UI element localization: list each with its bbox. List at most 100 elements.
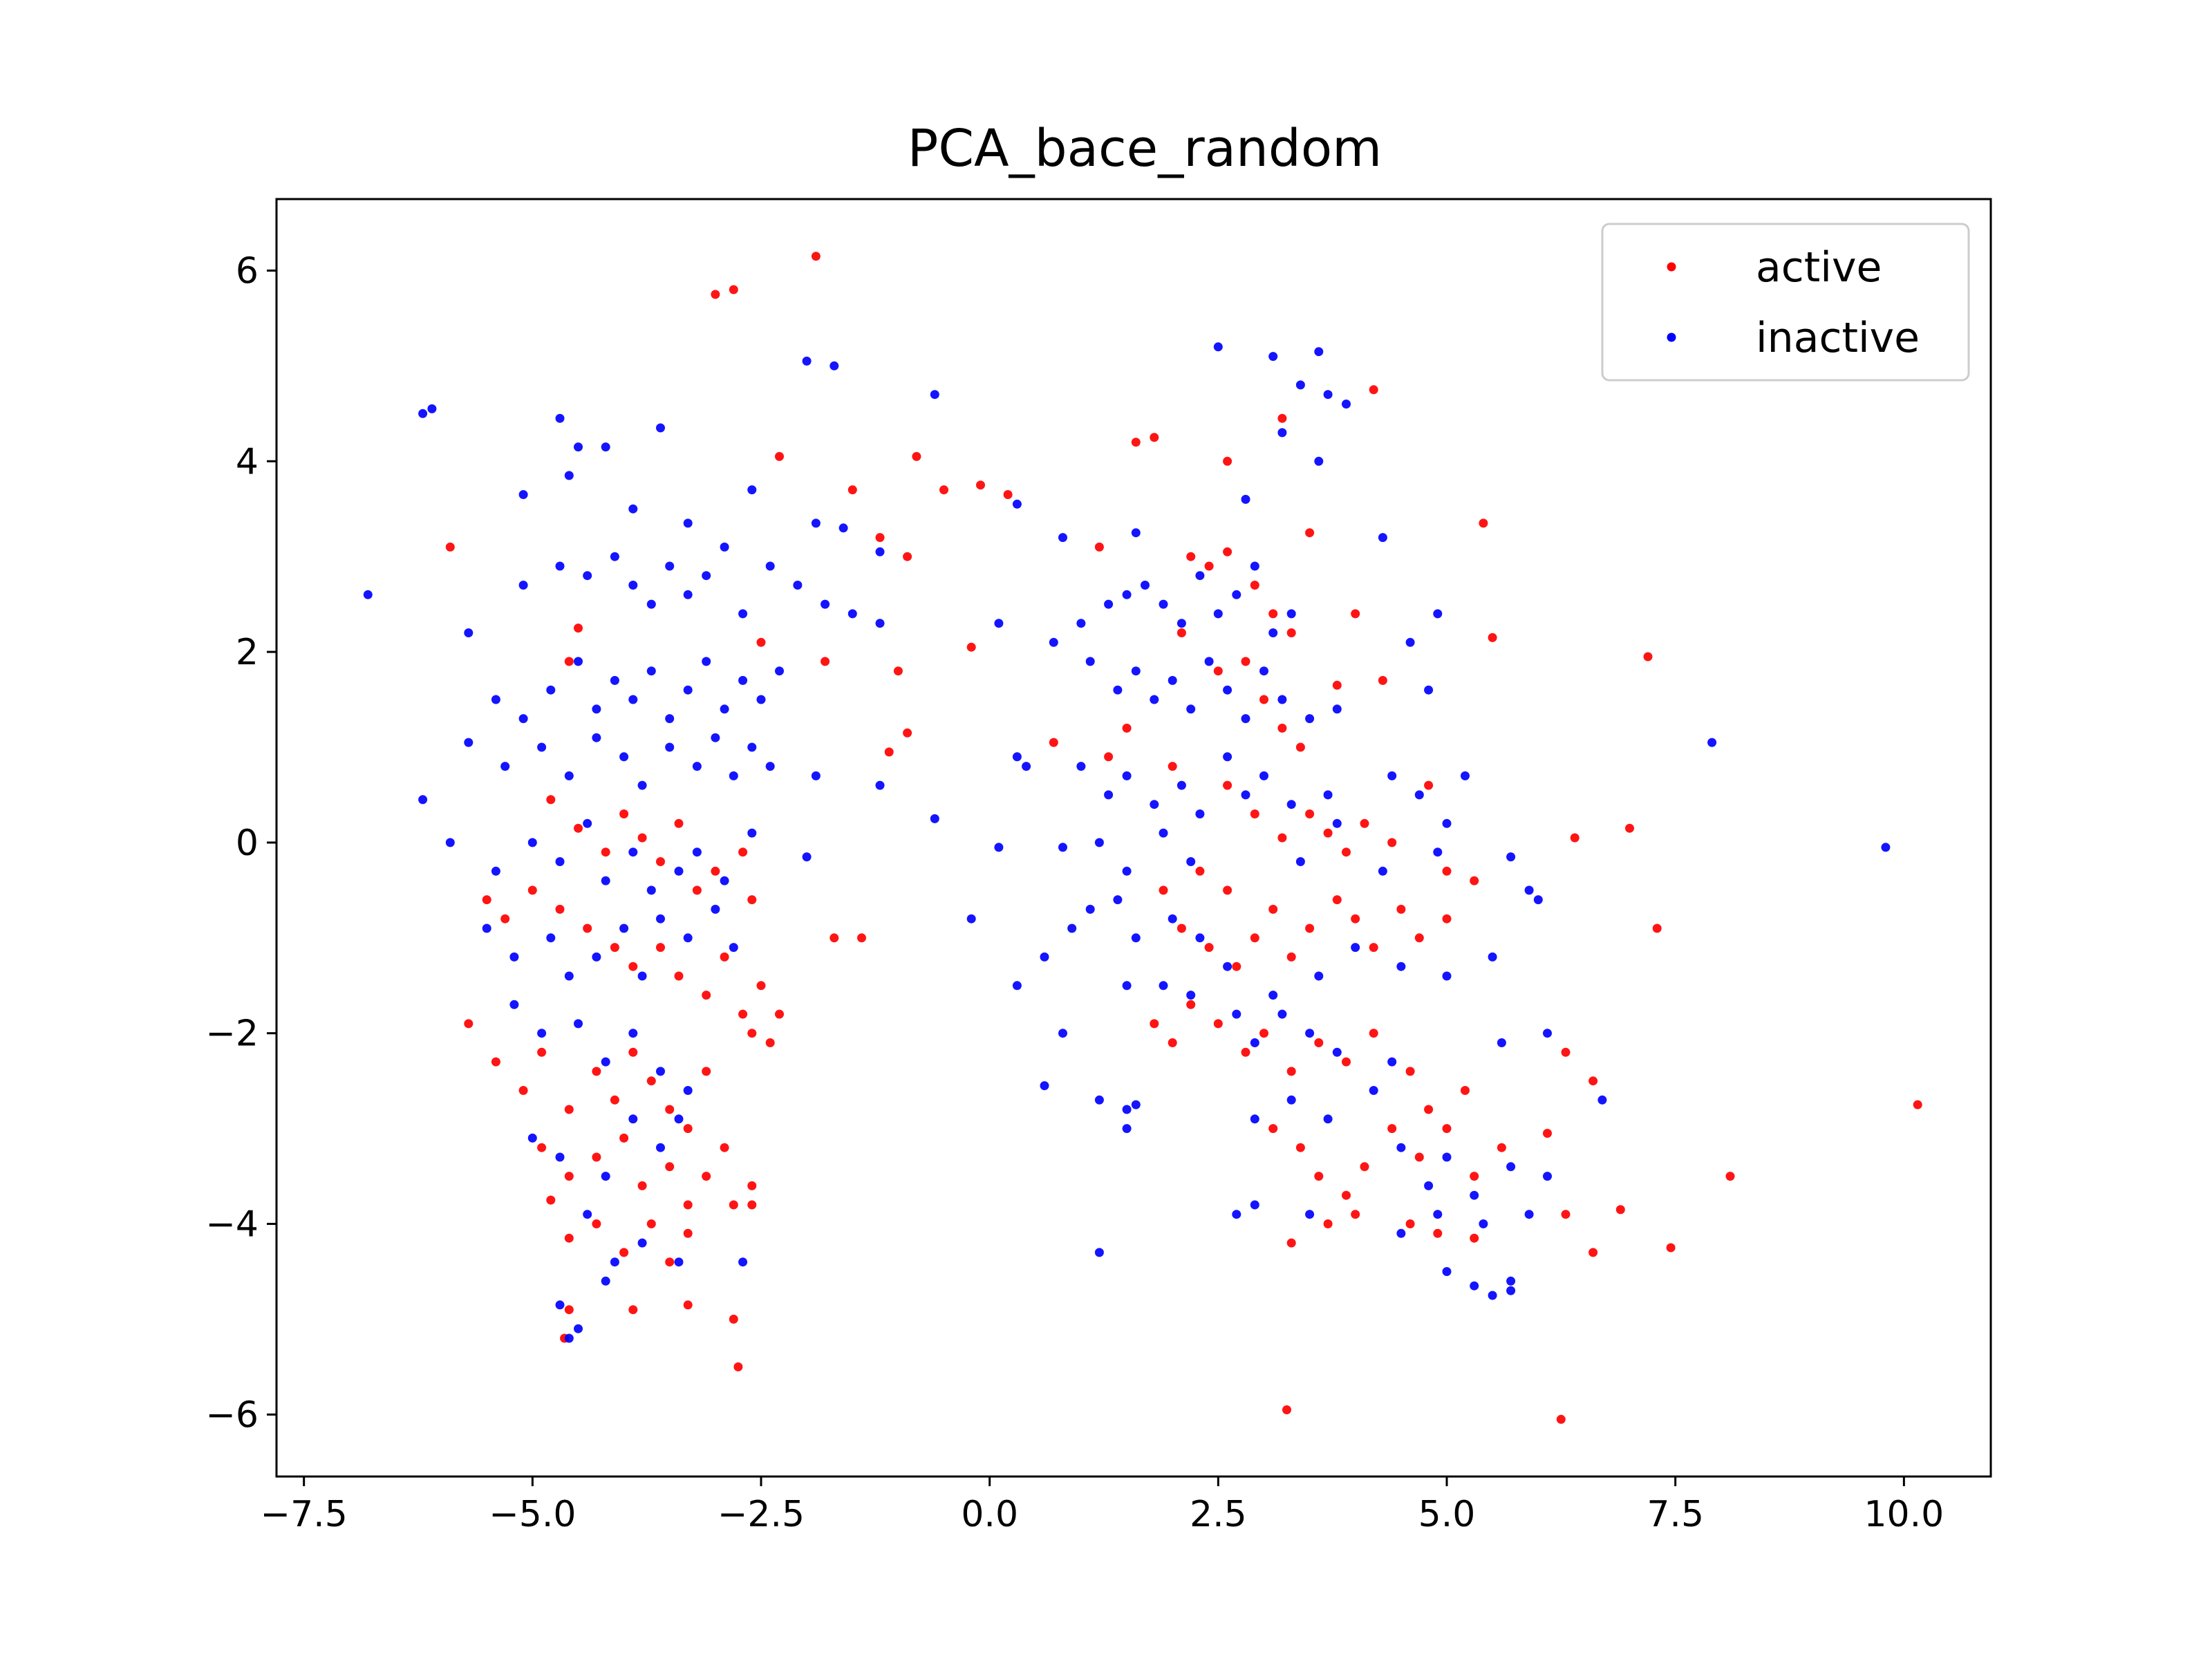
- point-inactive: [756, 695, 766, 704]
- point-inactive: [601, 1057, 610, 1067]
- point-inactive: [1186, 704, 1196, 714]
- point-inactive: [646, 666, 656, 676]
- point-active: [1360, 818, 1369, 828]
- point-inactive: [537, 742, 547, 752]
- point-active: [683, 1300, 693, 1310]
- point-inactive: [1351, 943, 1360, 953]
- point-active: [1497, 1143, 1506, 1152]
- legend-label-inactive: inactive: [1756, 314, 1920, 362]
- point-active: [1666, 1243, 1676, 1253]
- point-inactive: [628, 1114, 638, 1124]
- point-active: [564, 1305, 574, 1315]
- point-inactive: [1286, 1095, 1296, 1105]
- point-inactive: [1213, 342, 1223, 352]
- point-inactive: [1396, 1228, 1406, 1238]
- point-active: [1387, 1124, 1397, 1134]
- point-inactive: [1597, 1095, 1607, 1105]
- point-inactive: [1241, 790, 1250, 800]
- point-inactive: [1122, 1124, 1132, 1134]
- legend: active inactive: [1601, 223, 1970, 382]
- point-active: [966, 642, 976, 652]
- point-active: [1159, 885, 1168, 895]
- point-inactive: [1268, 628, 1278, 637]
- point-active: [884, 747, 894, 757]
- point-active: [811, 252, 821, 261]
- x-tick-label: −5.0: [489, 1494, 576, 1535]
- plot-area-frame: [275, 198, 1992, 1478]
- point-active: [592, 1219, 601, 1228]
- point-active: [1295, 742, 1305, 752]
- point-inactive: [1204, 657, 1214, 666]
- point-inactive: [1177, 780, 1186, 790]
- point-active: [1332, 895, 1342, 905]
- point-inactive: [509, 1000, 519, 1009]
- point-inactive: [628, 581, 638, 590]
- point-inactive: [1332, 818, 1342, 828]
- point-active: [683, 1200, 693, 1210]
- point-active: [583, 924, 592, 933]
- point-active: [1186, 1000, 1196, 1009]
- point-inactive: [1213, 609, 1223, 619]
- point-inactive: [683, 1086, 693, 1095]
- point-inactive: [1295, 380, 1305, 390]
- point-inactive: [1342, 400, 1351, 409]
- point-active: [875, 533, 885, 543]
- point-inactive: [619, 752, 629, 762]
- point-active: [1414, 933, 1424, 943]
- point-active: [564, 1233, 574, 1243]
- point-active: [1652, 924, 1662, 933]
- point-active: [546, 795, 556, 805]
- point-inactive: [1277, 695, 1287, 704]
- point-inactive: [802, 852, 812, 862]
- point-active: [1223, 780, 1232, 790]
- point-active: [1360, 1162, 1369, 1172]
- point-active: [1588, 1248, 1598, 1257]
- point-active: [729, 285, 738, 294]
- point-active: [546, 1195, 556, 1205]
- legend-marker-active: [1667, 262, 1676, 272]
- point-inactive: [1250, 1114, 1259, 1124]
- point-inactive: [546, 685, 556, 695]
- point-inactive: [811, 518, 821, 528]
- point-active: [775, 1009, 784, 1019]
- point-active: [1223, 547, 1232, 556]
- point-active: [555, 904, 565, 914]
- point-inactive: [1332, 704, 1342, 714]
- point-active: [821, 657, 830, 666]
- point-inactive: [683, 685, 693, 695]
- point-inactive: [847, 609, 857, 619]
- point-inactive: [1076, 619, 1086, 628]
- point-inactive: [683, 933, 693, 943]
- point-inactive: [720, 542, 729, 552]
- point-inactive: [747, 485, 757, 495]
- point-inactive: [1286, 800, 1296, 809]
- point-inactive: [1058, 843, 1067, 852]
- point-inactive: [500, 762, 510, 771]
- point-inactive: [1396, 1143, 1406, 1152]
- point-active: [674, 818, 684, 828]
- point-active: [702, 1067, 711, 1076]
- point-active: [1168, 762, 1177, 771]
- point-inactive: [1470, 1281, 1479, 1291]
- point-active: [646, 1076, 656, 1086]
- point-inactive: [1113, 895, 1123, 905]
- point-inactive: [1012, 499, 1022, 509]
- point-active: [674, 971, 684, 981]
- point-inactive: [1122, 981, 1132, 991]
- point-inactive: [1305, 1029, 1315, 1038]
- point-active: [445, 542, 455, 552]
- point-inactive: [1094, 1095, 1104, 1105]
- point-inactive: [994, 843, 1004, 852]
- point-inactive: [683, 590, 693, 599]
- point-inactive: [875, 619, 885, 628]
- point-inactive: [583, 818, 592, 828]
- point-active: [1725, 1172, 1735, 1181]
- point-inactive: [1131, 933, 1141, 943]
- point-inactive: [1241, 494, 1250, 504]
- point-active: [1286, 1067, 1296, 1076]
- point-active: [738, 847, 748, 857]
- point-inactive: [1040, 952, 1049, 962]
- point-active: [1479, 518, 1488, 528]
- point-inactive: [683, 518, 693, 528]
- point-inactive: [930, 814, 939, 823]
